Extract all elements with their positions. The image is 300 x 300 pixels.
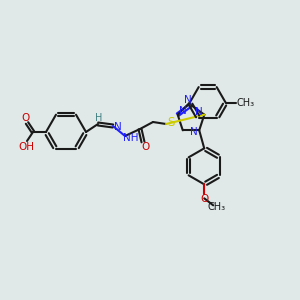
Text: N: N: [195, 107, 203, 117]
Text: CH₃: CH₃: [237, 98, 255, 108]
Text: O: O: [22, 113, 30, 123]
Text: N: N: [184, 95, 192, 105]
Text: S: S: [167, 116, 175, 130]
Text: H: H: [95, 113, 103, 123]
Text: N: N: [179, 106, 187, 116]
Text: O: O: [141, 142, 149, 152]
Text: OH: OH: [18, 142, 34, 152]
Text: CH₃: CH₃: [207, 202, 225, 212]
Text: N: N: [114, 122, 122, 132]
Text: O: O: [200, 194, 208, 204]
Text: N: N: [190, 127, 198, 137]
Text: NH: NH: [123, 133, 139, 143]
